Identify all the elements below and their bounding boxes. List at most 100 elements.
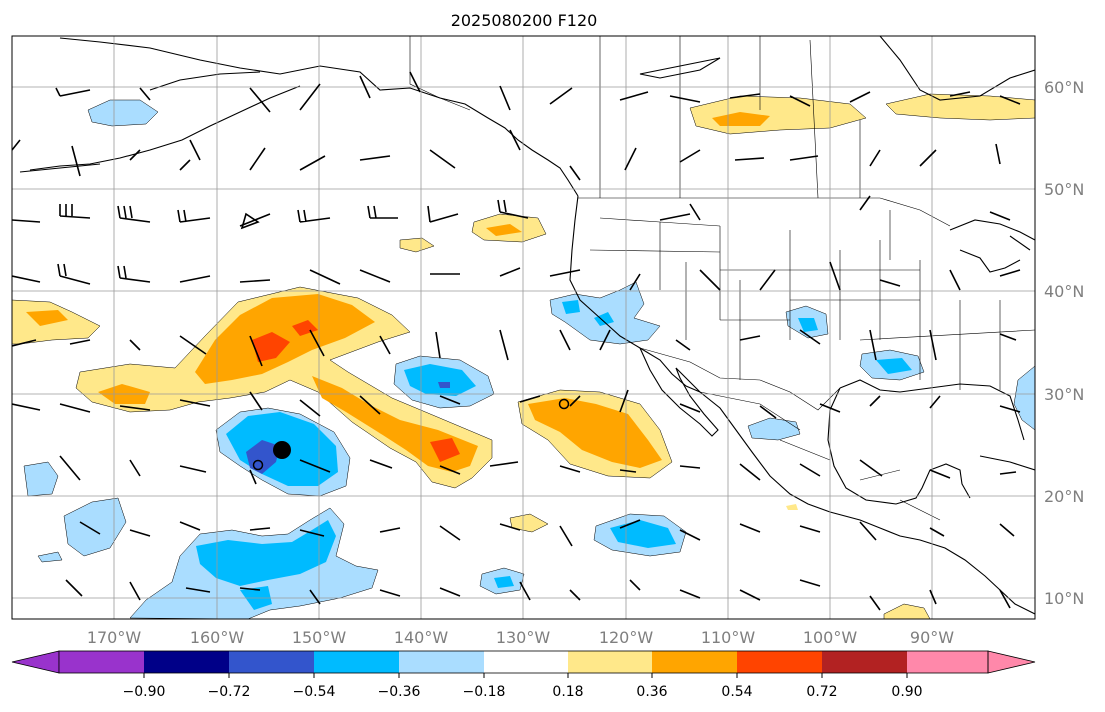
colorbar-tick-label: −0.72 <box>208 684 251 700</box>
colorbar-tick-label: −0.90 <box>123 684 166 700</box>
lon-label: 170°W <box>87 628 142 647</box>
lon-label: 160°W <box>190 628 245 647</box>
great-lakes <box>949 219 1035 273</box>
strong-core-1 <box>252 332 290 362</box>
alaska-coast <box>59 37 579 197</box>
colorbar-segment <box>737 651 822 673</box>
positive-baja-core <box>528 398 662 468</box>
barb-row-4 <box>12 261 1021 291</box>
positive-spot-southeast <box>883 603 931 619</box>
colorbar: −0.90 −0.72 −0.54 −0.36 −0.18 0.18 0.36 … <box>11 650 1036 700</box>
lat-label: 40°N <box>1044 282 1084 301</box>
colorbar-low-extend <box>11 650 60 674</box>
small-circle-marker-1 <box>252 459 264 471</box>
lon-label: 150°W <box>292 628 347 647</box>
us-canada-border <box>578 197 951 227</box>
gulf-coast <box>827 387 971 505</box>
lon-label: 110°W <box>701 628 756 647</box>
negative-hawaii-strong <box>246 440 280 474</box>
negative-gulf <box>747 417 801 441</box>
positive-small-45n-core <box>486 224 522 236</box>
negative-tiny-west <box>37 551 63 563</box>
negative-louisiana-core <box>876 358 912 374</box>
barb-row-9 <box>65 579 1011 611</box>
us-mexico-border <box>639 347 841 411</box>
negative-california <box>549 281 661 345</box>
colorbar-segment <box>484 651 568 673</box>
gulf-coast-north <box>839 379 1025 441</box>
us-states <box>589 210 1035 390</box>
barb-row-7 <box>59 455 1017 485</box>
great-slave-lake <box>639 57 721 79</box>
colorbar-segment <box>59 651 144 673</box>
lon-label: 130°W <box>496 628 551 647</box>
positive-canada-west-core <box>712 112 770 126</box>
colorbar-segment <box>399 651 484 673</box>
negative-south-band-core <box>196 520 336 586</box>
baja-california <box>639 347 719 437</box>
colorbar-tick-label: 0.18 <box>552 684 583 700</box>
colorbar-tick-label: −0.36 <box>378 684 421 700</box>
colorbar-segment <box>144 651 229 673</box>
positive-core-north <box>195 294 375 384</box>
negative-northwest <box>87 99 159 127</box>
lon-label: 100°W <box>803 628 858 647</box>
aleutians <box>19 163 101 173</box>
alaska-north-coast <box>149 71 261 91</box>
colorbar-high-extend <box>987 650 1036 674</box>
lon-label: 120°W <box>599 628 654 647</box>
barb-row-1 <box>55 71 1021 113</box>
colorbar-segment <box>314 651 399 673</box>
negative-north-hawaii-strong <box>438 382 450 388</box>
negative-south-baja-core <box>610 520 676 548</box>
positive-spot-tiny <box>786 504 798 510</box>
lon-label: 90°W <box>910 628 954 647</box>
positive-west-edge-core <box>26 310 68 326</box>
colorbar-tick-label: −0.18 <box>463 684 506 700</box>
colorbar-tick-label: −0.54 <box>293 684 336 700</box>
lat-label: 50°N <box>1044 180 1084 199</box>
large-dot-marker <box>273 441 291 459</box>
cuba <box>979 455 1035 471</box>
negative-florida <box>1013 365 1035 431</box>
lat-label: 60°N <box>1044 78 1084 97</box>
map-title: 2025080200 F120 <box>451 11 598 30</box>
barb-row-5 <box>12 329 1017 367</box>
lat-label: 20°N <box>1044 487 1084 506</box>
markers <box>252 398 570 471</box>
negative-southwest <box>63 497 127 557</box>
anomaly-fills <box>12 93 1035 619</box>
colorbar-segment <box>229 651 314 673</box>
positive-spot-south <box>509 513 549 533</box>
positive-canada-east <box>885 93 1035 121</box>
mexico-states <box>699 391 941 521</box>
wind-barbs <box>12 71 1021 611</box>
negative-west-small <box>23 461 59 497</box>
colorbar-ticks <box>143 673 908 678</box>
positive-tiny-45n <box>399 237 435 253</box>
barb-row-6 <box>12 389 1021 419</box>
colorbar-tick-label: 0.72 <box>806 684 837 700</box>
alaska-canada-border <box>409 36 471 111</box>
alaska-south-coast <box>29 85 301 171</box>
colorbar-tick-label: 0.36 <box>636 684 667 700</box>
coastlines <box>19 36 1035 615</box>
canada-provinces <box>599 36 861 199</box>
barb-row-8 <box>79 519 1015 547</box>
colorbar-frame <box>58 650 989 674</box>
longitude-labels: 170°W 160°W 150°W 140°W 130°W 120°W 110°… <box>87 628 954 647</box>
map-panel <box>11 35 1036 620</box>
negative-oklahoma-core <box>798 318 818 332</box>
negative-california-core <box>562 300 580 314</box>
barb-row-2 <box>12 129 1001 181</box>
colorbar-segment <box>907 651 988 673</box>
mexico-pacific-coast <box>675 367 1035 615</box>
hudson-bay-coast <box>879 36 1035 101</box>
political-borders <box>409 36 1035 521</box>
lat-label: 10°N <box>1044 589 1084 608</box>
colorbar-tick-label: 0.54 <box>721 684 752 700</box>
map-background <box>12 36 1035 619</box>
negative-north-hawaii-core <box>404 364 476 396</box>
colorbar-segment <box>822 651 907 673</box>
